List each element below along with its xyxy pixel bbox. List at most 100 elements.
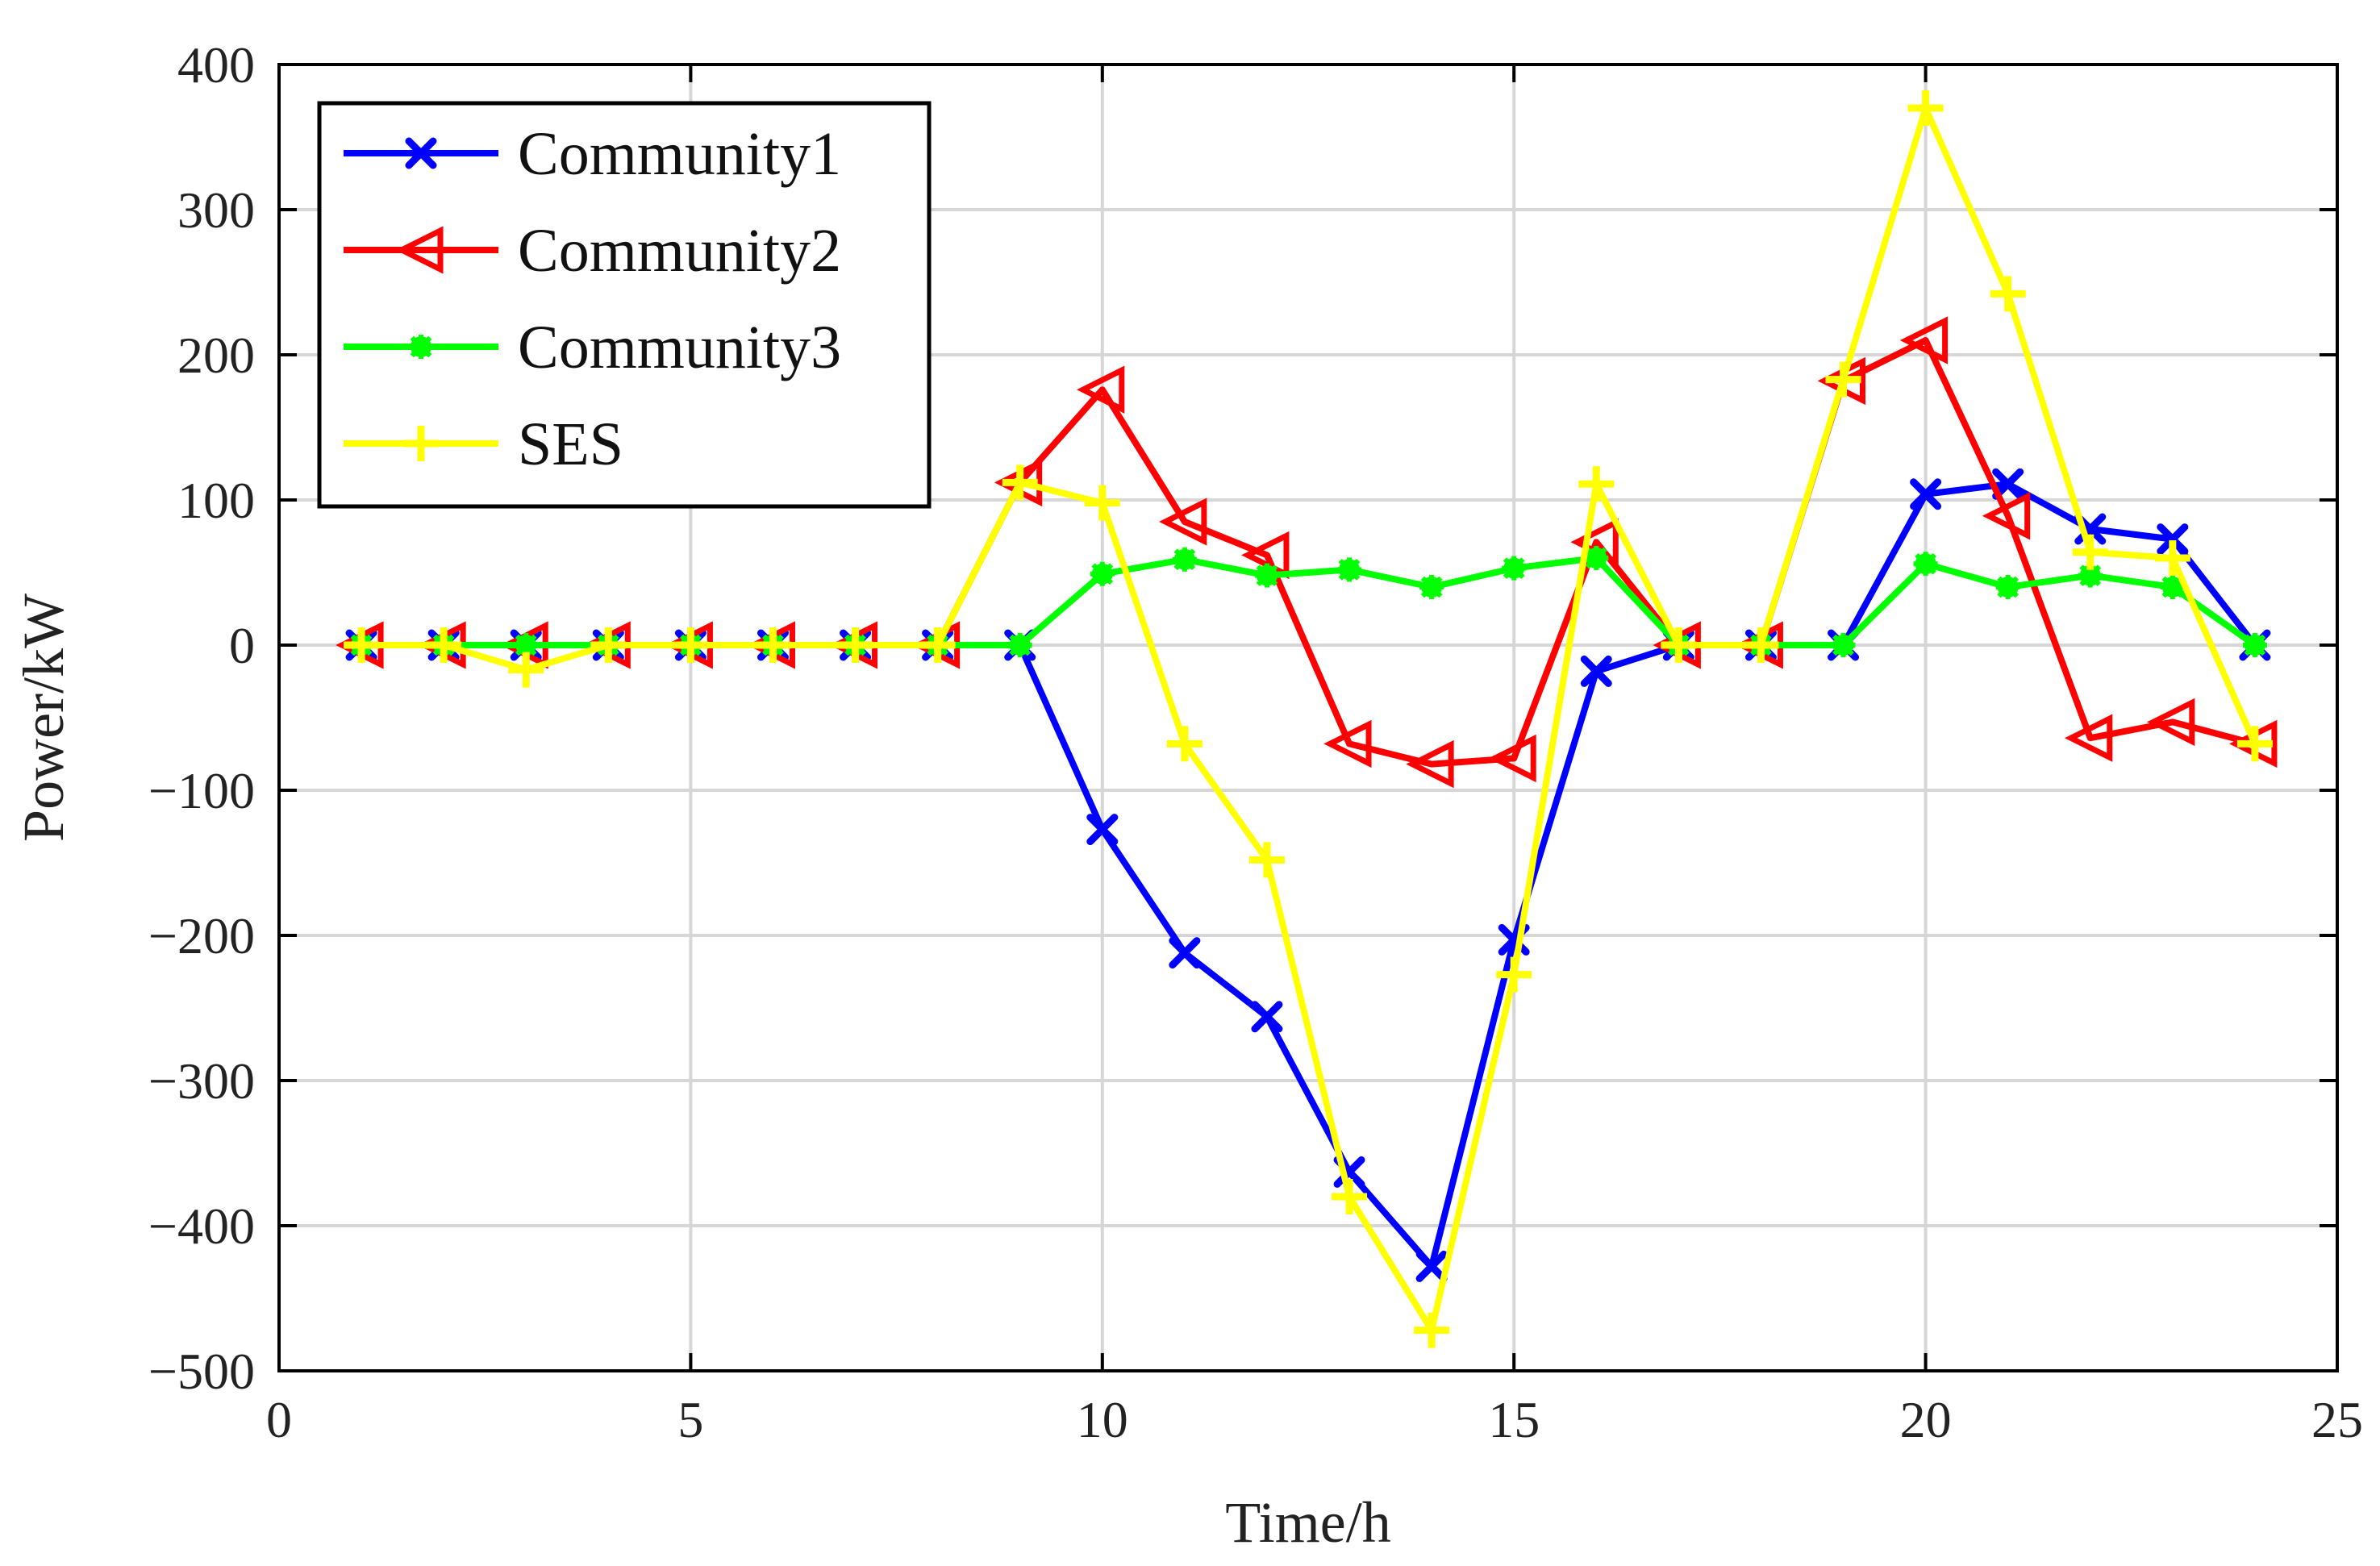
data-point-ses	[1578, 466, 1615, 502]
marker-x	[1415, 1250, 1448, 1282]
marker-x	[1333, 1156, 1365, 1188]
data-point-community1	[1910, 478, 1942, 510]
marker-asterisk	[2244, 634, 2266, 656]
marker-asterisk	[2079, 564, 2102, 586]
legend-item-ses: SES	[344, 410, 623, 478]
marker-x	[405, 137, 437, 169]
data-point-community1	[1415, 1250, 1448, 1282]
data-point-ses	[1825, 361, 1861, 398]
marker-triangle	[1323, 719, 1372, 768]
data-point-ses	[1002, 464, 1038, 501]
x-tick-label: 10	[1077, 1391, 1128, 1448]
data-point-community3	[2078, 563, 2103, 588]
data-point-ses	[919, 627, 956, 663]
data-point-community3	[1172, 547, 1197, 572]
marker-triangle	[1406, 739, 1454, 789]
data-point-community2	[1076, 365, 1125, 414]
marker-asterisk	[1338, 559, 1361, 581]
data-point-ses	[2236, 726, 2273, 762]
legend-label: Community2	[518, 217, 841, 285]
data-point-ses	[1661, 627, 1697, 663]
data-point-ses	[673, 627, 709, 663]
data-point-community3	[2242, 633, 2267, 657]
series-lines	[336, 90, 2278, 1348]
data-point-community2	[2064, 714, 2113, 762]
legend: Community1 Community2 Community3 SES	[317, 101, 932, 509]
x-axis-label: Time/h	[1225, 1490, 1390, 1555]
data-point-community3	[1995, 575, 2020, 599]
data-point-community1	[2157, 523, 2189, 556]
data-point-community1	[1169, 937, 1201, 969]
marker-triangle	[1076, 365, 1125, 414]
data-point-community1	[1086, 814, 1119, 846]
marker-asterisk	[1009, 634, 1032, 656]
marker-asterisk	[1997, 576, 2019, 598]
data-point-community2	[1406, 739, 1454, 789]
data-point-community3	[1913, 552, 1938, 577]
x-tick-label: 20	[1900, 1391, 1952, 1448]
marker-triangle	[395, 226, 444, 274]
data-point-ses	[1743, 627, 1779, 663]
data-point-ses	[508, 652, 544, 688]
marker-asterisk	[1173, 548, 1196, 571]
data-point-ses	[1496, 956, 1532, 993]
data-point-community3	[1337, 557, 1362, 582]
marker-asterisk	[1420, 576, 1443, 598]
legend-label: Community3	[518, 314, 841, 381]
data-point-ses	[1907, 90, 1944, 126]
data-point-community3	[1831, 633, 1856, 657]
data-point-ses	[755, 627, 791, 663]
y-tick-label: 200	[177, 327, 255, 384]
y-tick-label: −200	[148, 907, 255, 964]
x-tick-label: 25	[2311, 1391, 2363, 1448]
y-tick-label: 100	[177, 472, 255, 529]
data-point-community3	[2160, 575, 2185, 599]
data-point-ses	[1166, 726, 1203, 762]
marker-triangle	[1982, 492, 2031, 540]
data-point-ses	[426, 627, 462, 663]
data-point-ses	[2154, 540, 2190, 576]
data-point-community3	[1090, 561, 1115, 586]
plot-frame	[277, 63, 2339, 1372]
marker-asterisk	[515, 634, 537, 656]
legend-item-community2: Community2	[344, 217, 841, 285]
marker-x	[1580, 655, 1612, 687]
y-tick-label: 300	[177, 181, 255, 239]
data-point-community3	[514, 633, 539, 657]
x-tick-label: 5	[677, 1391, 703, 1448]
data-point-ses	[1414, 1312, 1450, 1348]
data-point-ses	[1084, 485, 1120, 521]
axis-ticks: 0 5 10 15 20 25 −500 −400 −300 −200 −100 0 100 200 300…	[148, 36, 2363, 1448]
data-point-community1	[1251, 1001, 1283, 1033]
data-point-ses	[1332, 1179, 1368, 1214]
data-point-community3	[1007, 633, 1032, 657]
data-point-community2	[2147, 698, 2195, 747]
data-point-ses	[590, 627, 627, 663]
marker-triangle	[2147, 698, 2195, 747]
y-tick-label: −400	[148, 1197, 255, 1255]
data-point-community2	[1323, 719, 1372, 768]
data-point-community3	[1502, 556, 1527, 581]
marker-asterisk	[1091, 563, 1114, 585]
marker-x	[1251, 1001, 1283, 1033]
data-point-ses	[1248, 842, 1285, 878]
marker-x	[1910, 478, 1942, 510]
y-tick-label: −300	[148, 1052, 255, 1110]
data-point-ses	[837, 627, 873, 663]
data-point-community3	[1584, 546, 1609, 570]
y-axis-label: Power/kW	[11, 593, 76, 842]
marker-triangle	[2064, 714, 2113, 762]
data-point-community2	[1982, 492, 2031, 540]
legend-item-community3: Community3	[344, 314, 841, 381]
y-tick-label: −500	[148, 1343, 255, 1400]
legend-label: SES	[518, 410, 623, 478]
legend-label: Community1	[518, 120, 841, 188]
marker-triangle	[1899, 316, 1949, 364]
data-point-ses	[344, 627, 380, 663]
series-community3	[349, 546, 2267, 657]
marker-asterisk	[1256, 564, 1278, 586]
x-tick-label: 0	[266, 1391, 292, 1448]
marker-x	[1169, 937, 1201, 969]
marker-asterisk	[2161, 576, 2184, 598]
